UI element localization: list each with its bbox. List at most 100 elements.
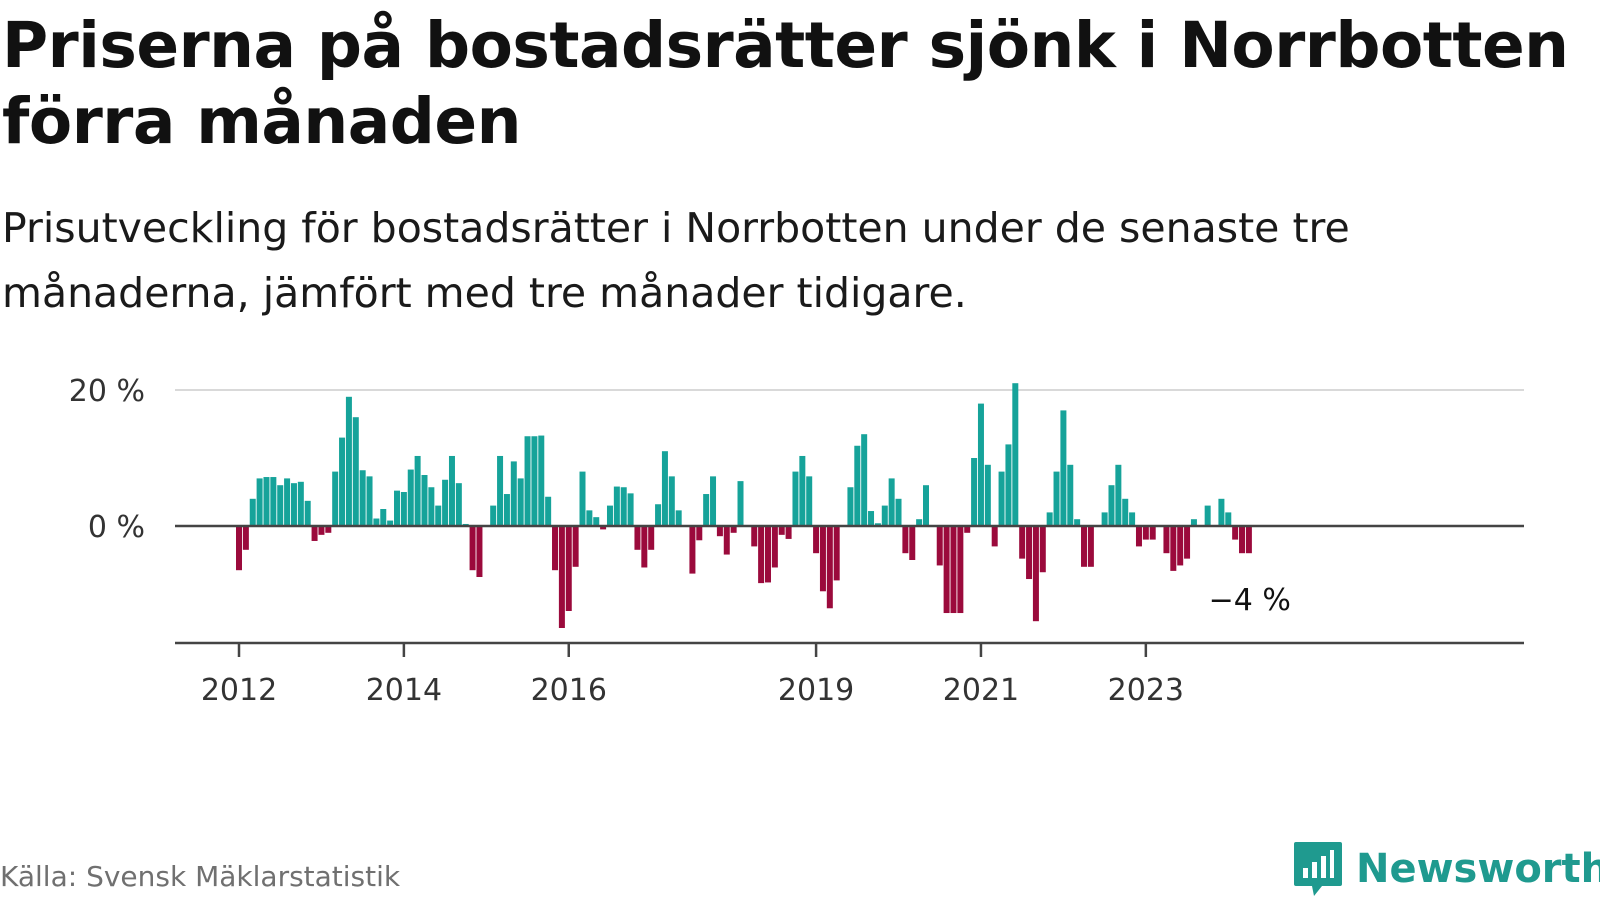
bar [510,461,517,526]
bar [826,526,833,609]
bar [909,526,916,560]
bar [984,464,991,526]
bar [380,509,387,526]
bar [545,496,552,526]
chart-title: Priserna på bostadsrätter sjönk i Norrbo… [2,9,1569,158]
bar [1129,512,1136,526]
bar [339,437,346,526]
bar [318,526,325,535]
x-tick-label: 2012 [201,673,277,708]
bar [847,487,854,526]
bar [304,500,311,526]
bar [332,471,339,526]
bar [1177,526,1184,566]
bar [1074,519,1081,526]
bar [806,476,813,526]
bar [1142,526,1149,540]
bar [648,526,655,550]
bar [366,476,373,526]
bar [414,455,421,526]
brand-name: Newsworthy [1356,846,1600,892]
y-tick-label: 20 % [69,374,145,409]
bar [991,526,998,547]
bar [524,436,531,526]
bar [792,471,799,526]
bar [916,519,923,526]
bar [758,526,765,584]
bar [819,526,826,592]
bar [345,396,352,526]
bar [455,483,462,526]
bar [613,486,620,526]
bar [387,520,394,526]
bar [1067,464,1074,526]
bar [881,505,888,526]
bar [668,476,675,526]
bar [874,523,881,526]
bar [998,471,1005,526]
bar [888,478,895,526]
bar [723,526,730,555]
bar [799,455,806,526]
bar [1046,512,1053,526]
y-tick-label: 0 % [88,510,145,545]
bar [833,526,840,581]
bar [1135,526,1142,547]
bar [1218,498,1225,526]
bar [558,526,565,628]
bar [277,485,284,526]
bar [1163,526,1170,554]
bar [710,476,717,526]
bar [737,481,744,526]
bar [1108,485,1115,526]
bar [497,455,504,526]
x-tick-label: 2019 [778,673,854,708]
bar [1081,526,1088,567]
bar [1101,512,1108,526]
bar [675,510,682,526]
bar [1053,471,1060,526]
x-tick-label: 2014 [366,673,442,708]
bar [1012,383,1019,526]
bar [661,451,668,526]
bar [593,517,600,526]
bar [503,494,510,526]
bar [600,526,607,530]
bar [552,526,559,571]
bar [1190,519,1197,526]
bar [1005,444,1012,526]
bar [373,518,380,526]
bar [1115,464,1122,526]
bar [517,478,524,526]
bar [284,478,291,526]
bar [290,483,297,526]
bar [785,526,792,539]
bar [1170,526,1177,571]
newsworthy-logo-icon [1294,842,1342,896]
bar [641,526,648,568]
bar [703,494,710,526]
bar [957,526,964,614]
bar [263,477,270,526]
bar [751,526,758,547]
bar [572,526,579,567]
bar [813,526,820,554]
bar [902,526,909,554]
bar [586,510,593,526]
x-tick-label: 2023 [1108,673,1184,708]
bar [428,487,435,526]
bar [538,435,545,526]
bar [359,470,366,526]
last-value-label: −4 % [1209,583,1291,618]
bar [256,478,263,526]
bar [442,479,449,526]
bar [771,526,778,568]
bar [435,505,442,526]
bar [469,526,476,571]
bar [490,505,497,526]
bar [352,417,359,526]
bar [627,493,634,526]
bar [977,403,984,526]
bar [943,526,950,614]
bar [448,455,455,526]
